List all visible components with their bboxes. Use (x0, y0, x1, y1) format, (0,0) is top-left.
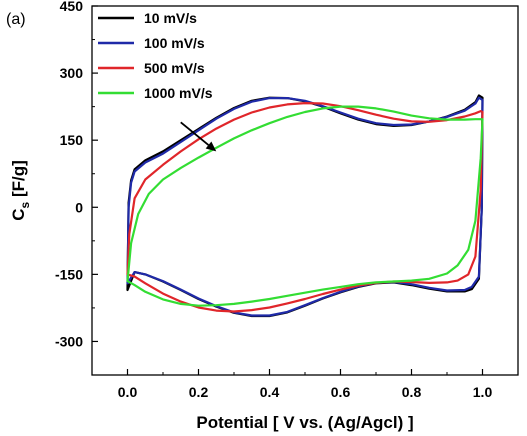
y-tick-label: 0 (75, 199, 83, 215)
y-axis-label: Cs [F/g] (9, 160, 32, 221)
x-axis-label: Potential [ V vs. (Ag/Agcl) ] (196, 413, 413, 432)
y-tick-label: 150 (60, 132, 84, 148)
x-tick-label: 0.0 (118, 384, 138, 400)
scan-rate-arrow (180, 121, 217, 152)
arrow-shaft (180, 121, 210, 146)
x-tick-label: 0.8 (402, 384, 422, 400)
y-tick-label: 300 (60, 65, 84, 81)
legend: 10 mV/s 100 mV/s 500 mV/s 1000 mV/s (98, 10, 213, 101)
y-tick-label: 450 (60, 0, 84, 14)
panel-label: (a) (6, 11, 26, 28)
x-tick-label: 0.2 (189, 384, 209, 400)
x-tick-label: 0.4 (260, 384, 280, 400)
legend-label: 500 mV/s (144, 60, 205, 76)
legend-label: 10 mV/s (144, 10, 197, 26)
axis-ticks: 0.0 0.2 0.4 0.6 0.8 1.0 -300 -150 0 150 300 450 (55, 0, 492, 400)
legend-label: 1000 mV/s (144, 85, 213, 101)
arrow-head (205, 141, 217, 152)
cv-curves (126, 94, 484, 318)
legend-label: 100 mV/s (144, 35, 205, 51)
y-tick-label: -300 (55, 333, 83, 349)
cv-curve-500-mv-s (126, 102, 484, 313)
y-tick-label: -150 (55, 266, 83, 282)
x-tick-label: 0.6 (331, 384, 351, 400)
x-tick-label: 1.0 (473, 384, 493, 400)
cv-curve-1000-mv-s (126, 105, 484, 307)
cv-curve-100-mv-s (126, 96, 484, 317)
